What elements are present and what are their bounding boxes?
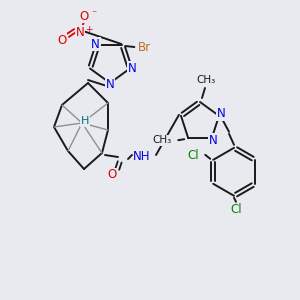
Text: CH₃: CH₃ [153, 135, 172, 145]
Text: N: N [208, 134, 217, 147]
Text: N: N [217, 107, 225, 120]
Text: Br: Br [138, 40, 151, 53]
Text: Cl: Cl [230, 203, 242, 216]
Text: N: N [106, 77, 114, 91]
Text: O: O [80, 10, 88, 22]
Text: +: + [85, 25, 93, 34]
Text: ⁻: ⁻ [92, 9, 97, 19]
Text: N: N [128, 62, 136, 75]
Text: O: O [57, 34, 67, 46]
Text: Cl: Cl [188, 149, 199, 162]
Text: H: H [81, 116, 89, 126]
Text: NH: NH [133, 149, 151, 163]
Text: N: N [76, 26, 84, 38]
Text: CH₃: CH₃ [196, 75, 216, 85]
Text: N: N [91, 38, 100, 50]
Text: O: O [107, 169, 117, 182]
